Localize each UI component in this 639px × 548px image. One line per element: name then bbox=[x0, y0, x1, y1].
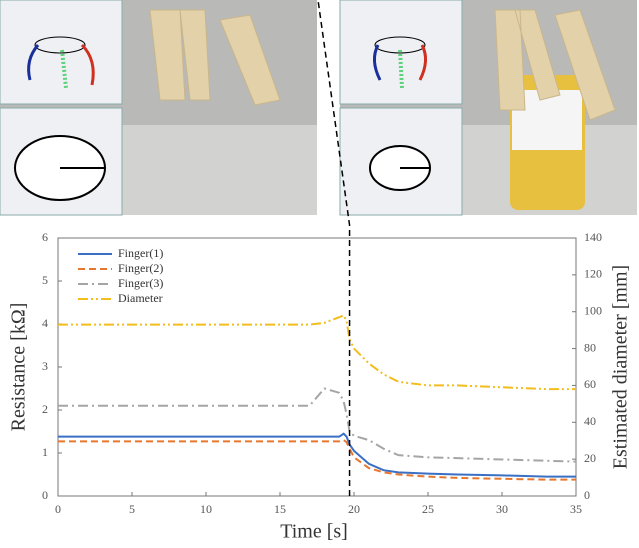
y2-tick-label: 140 bbox=[584, 230, 602, 244]
y2-tick-label: 0 bbox=[584, 488, 590, 502]
y2-tick-label: 100 bbox=[584, 303, 602, 317]
y2-tick-label: 40 bbox=[584, 414, 596, 428]
photo-open-gripper bbox=[0, 0, 317, 216]
x-tick-label: 10 bbox=[200, 502, 212, 516]
x-tick-label: 5 bbox=[129, 502, 135, 516]
x-tick-label: 0 bbox=[55, 502, 61, 516]
y-tick-label: 3 bbox=[42, 359, 48, 373]
legend-label: Finger(2) bbox=[118, 261, 163, 275]
photo-grasping-can bbox=[339, 0, 637, 216]
y2-axis-label: Estimated diameter [mm] bbox=[610, 265, 632, 469]
x-tick-label: 30 bbox=[496, 502, 508, 516]
legend-label: Finger(1) bbox=[118, 246, 163, 260]
event-line bbox=[317, 0, 351, 496]
x-axis-label: Time [s] bbox=[280, 521, 348, 543]
y2-tick-label: 60 bbox=[584, 377, 596, 391]
y2-tick-label: 80 bbox=[584, 340, 596, 354]
y-tick-label: 6 bbox=[42, 230, 48, 244]
legend-label: Diameter bbox=[118, 291, 163, 305]
series-line bbox=[58, 314, 576, 391]
y-tick-label: 1 bbox=[42, 445, 48, 459]
x-tick-label: 35 bbox=[570, 502, 582, 516]
x-tick-label: 20 bbox=[348, 502, 360, 516]
y-tick-label: 2 bbox=[42, 402, 48, 416]
x-tick-label: 15 bbox=[274, 502, 286, 516]
y2-tick-label: 20 bbox=[584, 451, 596, 465]
y2-tick-label: 120 bbox=[584, 267, 602, 281]
series-line bbox=[58, 387, 577, 463]
y-tick-label: 5 bbox=[42, 273, 48, 287]
y-tick-label: 4 bbox=[42, 316, 48, 330]
x-tick-label: 25 bbox=[422, 502, 434, 516]
series-line bbox=[58, 432, 576, 478]
y-tick-label: 0 bbox=[42, 488, 48, 502]
legend-label: Finger(3) bbox=[118, 276, 163, 290]
y-axis-label: Resistance [kΩ] bbox=[8, 303, 30, 432]
series-line bbox=[58, 439, 576, 481]
